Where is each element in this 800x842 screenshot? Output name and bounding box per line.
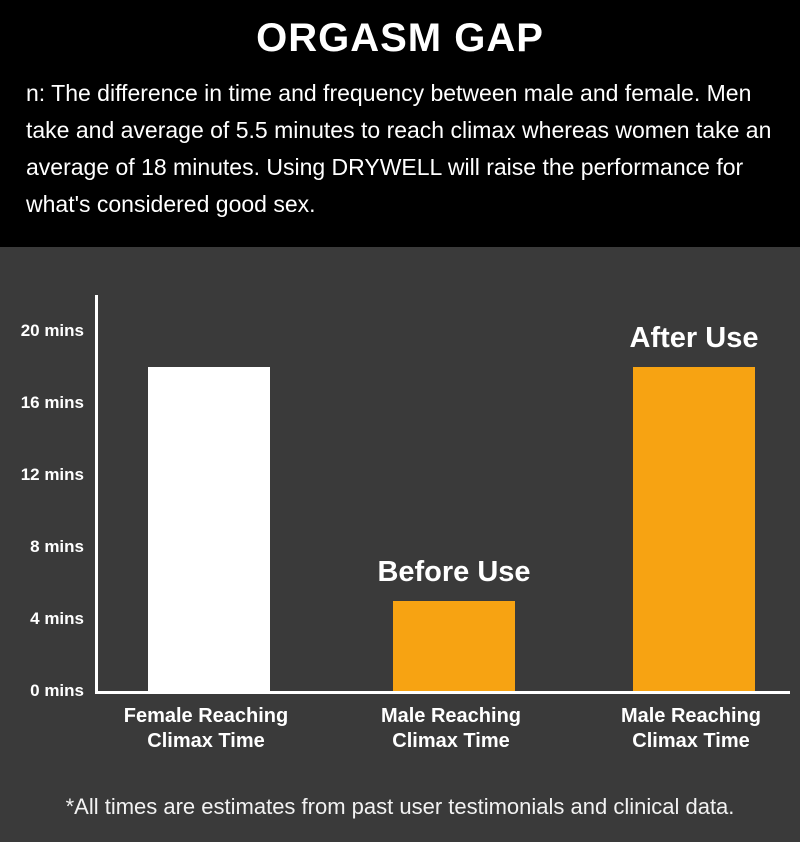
bar-column-male-before: Before Use bbox=[377, 295, 531, 691]
y-axis-tick-label: 4 mins bbox=[30, 609, 84, 628]
after-use-label: After Use bbox=[629, 322, 759, 354]
y-axis-tick-label: 12 mins bbox=[20, 465, 84, 484]
description-text: n: The difference in time and frequency … bbox=[26, 80, 772, 217]
bar-column-male-after: After Use bbox=[630, 295, 758, 691]
before-use-label: Before Use bbox=[377, 556, 531, 588]
page-title: ORGASM GAP bbox=[256, 16, 544, 60]
plot-area: Before Use After Use 20 mins 16 mins 12 mi… bbox=[21, 295, 790, 700]
bar-male-before-use bbox=[393, 601, 515, 691]
x-label-male-after: Male Reaching Climax Time bbox=[620, 705, 762, 752]
footnote-text: *All times are estimates from past user … bbox=[65, 794, 735, 819]
header: ORGASM GAP n: The difference in time and… bbox=[0, 0, 800, 223]
x-label-male-before: Male Reaching Climax Time bbox=[380, 705, 522, 752]
bar-column-female bbox=[148, 295, 270, 691]
bar-female-climax-time bbox=[148, 367, 270, 691]
x-axis-labels: Female Reaching Climax Time Male Reachin… bbox=[95, 704, 800, 764]
x-label-female: Female Reaching Climax Time bbox=[123, 705, 289, 752]
y-axis-tick-label: 20 mins bbox=[20, 321, 84, 340]
chart-panel: Before Use After Use 20 mins 16 mins 12 mi… bbox=[0, 247, 800, 842]
y-axis-tick-label: 16 mins bbox=[20, 393, 84, 412]
bar-male-after-use bbox=[633, 367, 755, 691]
y-axis-tick-label: 8 mins bbox=[30, 537, 84, 556]
y-axis-tick-label: 0 mins bbox=[30, 681, 84, 700]
